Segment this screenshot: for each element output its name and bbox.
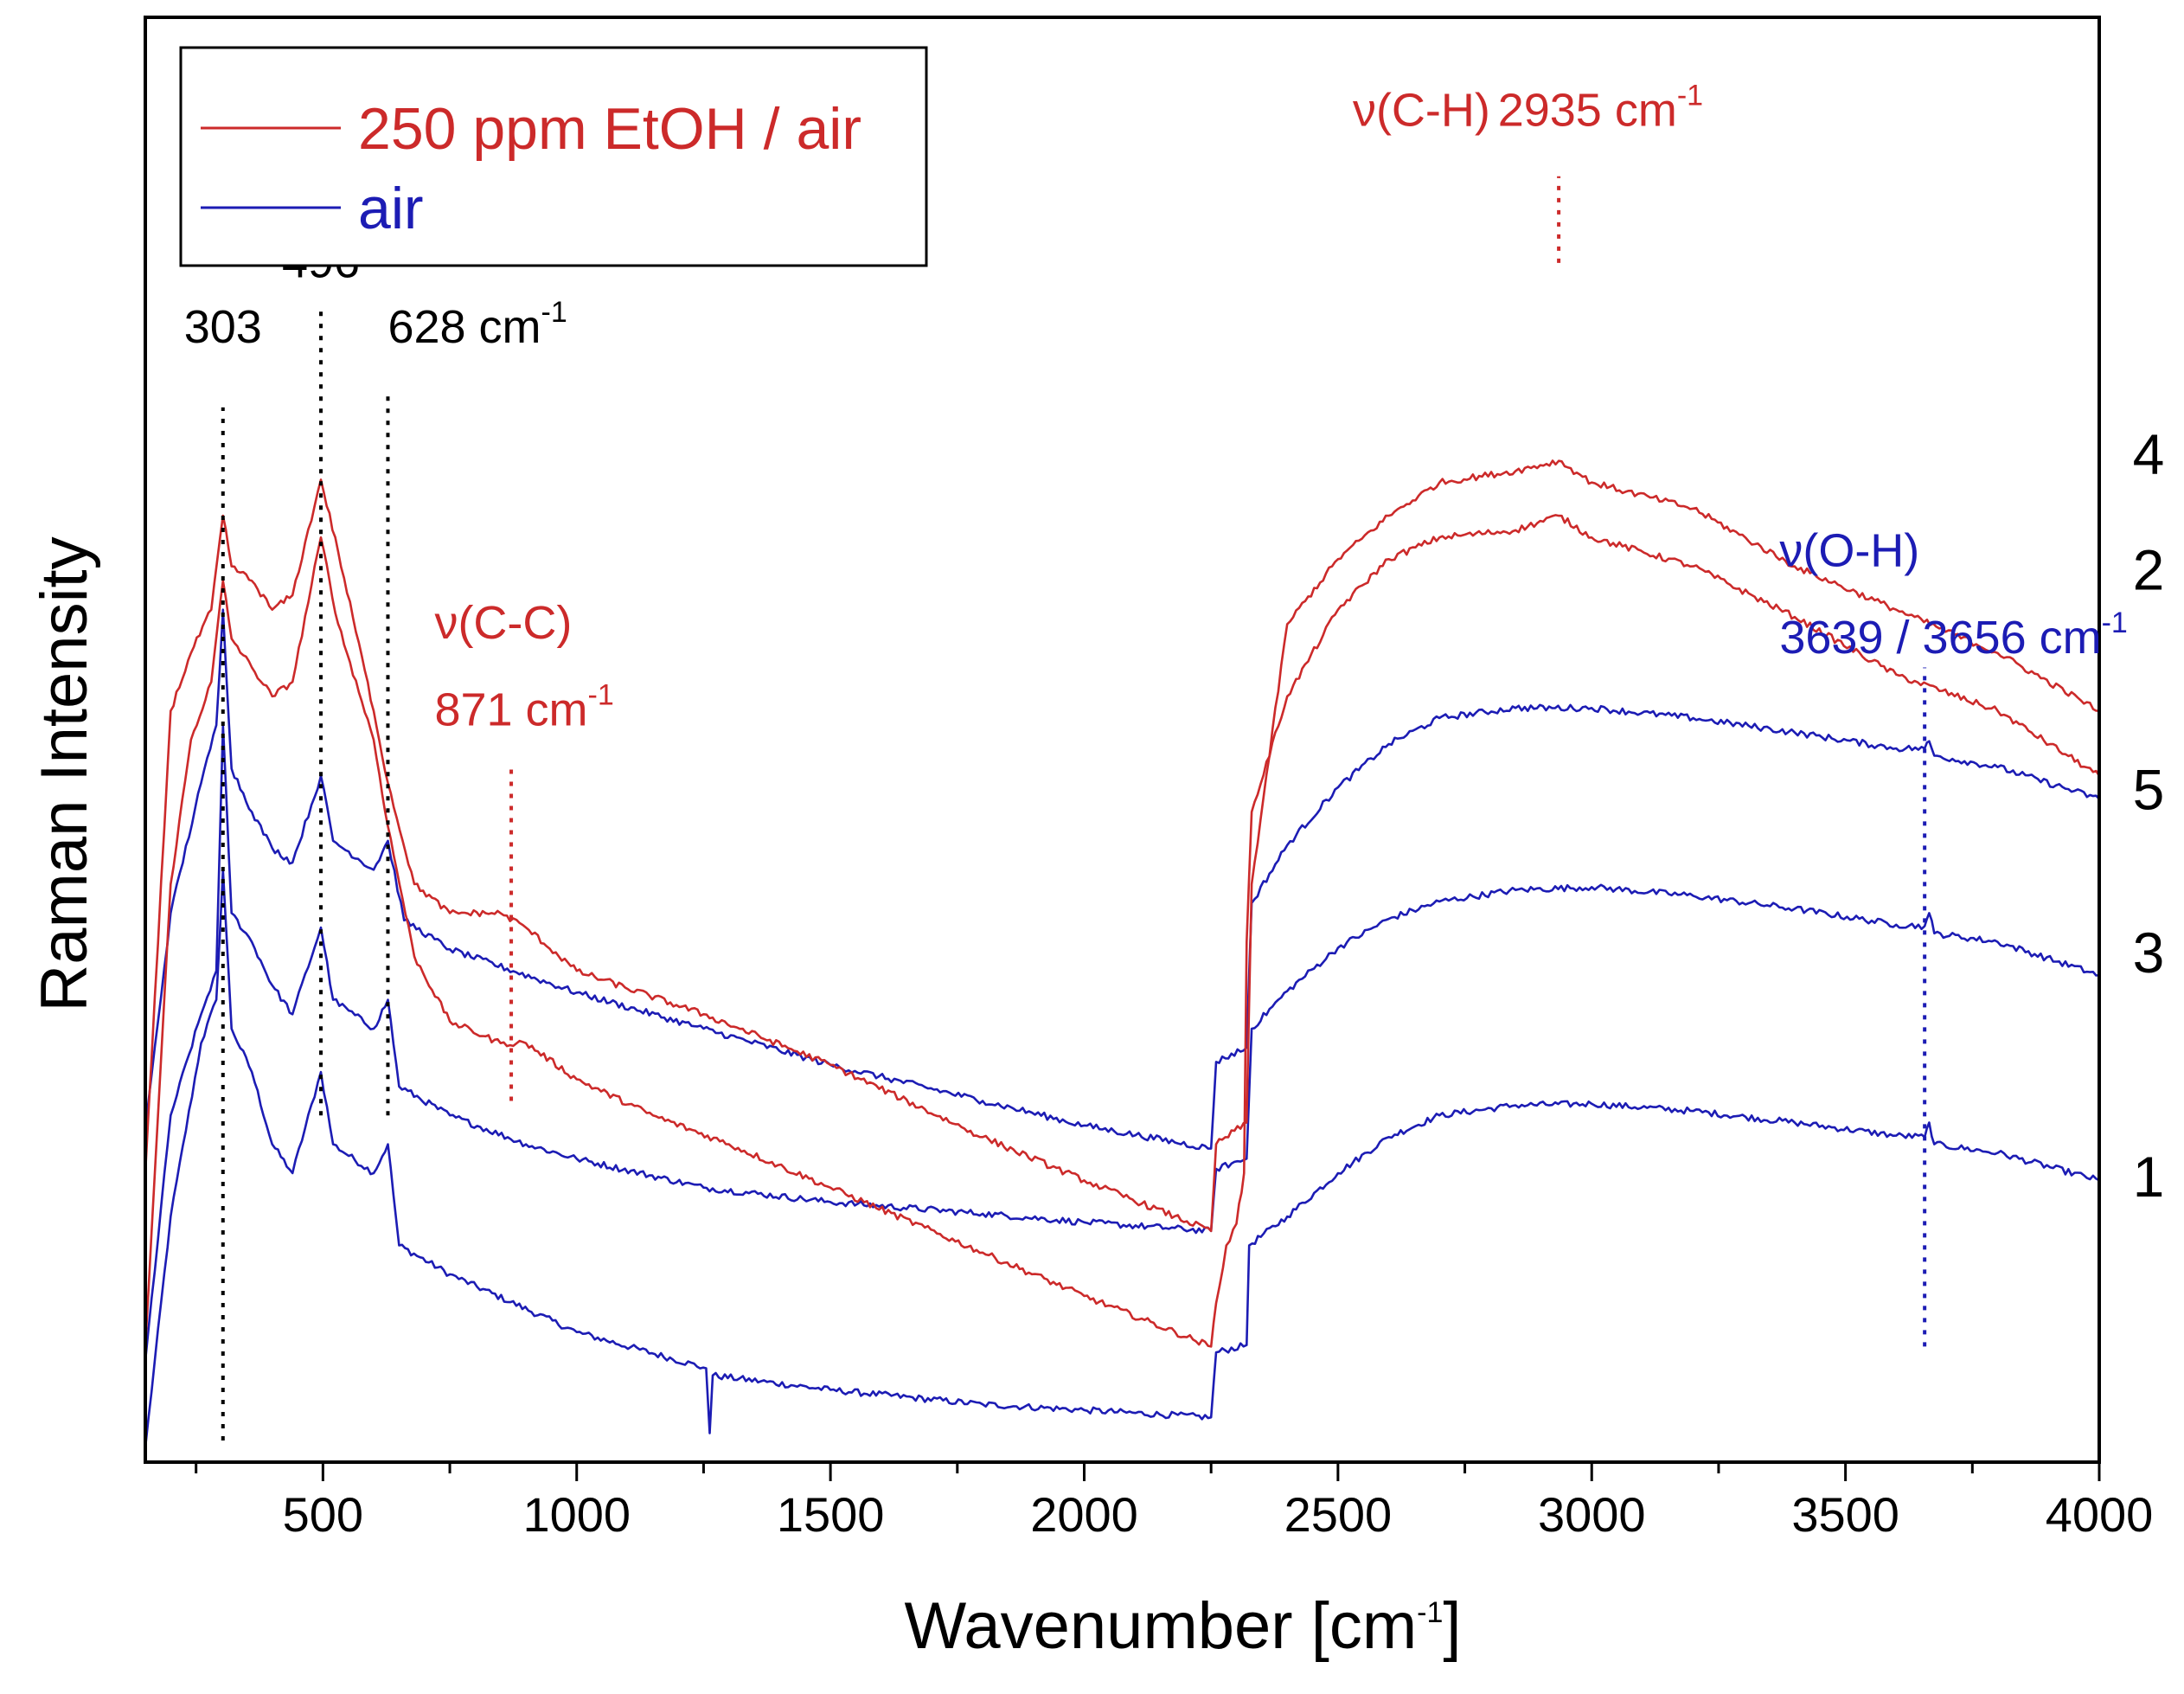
annotation-text-3: ν(C-C) [434, 597, 572, 649]
series-line-3 [144, 724, 2100, 1362]
curve-label-1: 1 [2133, 1145, 2165, 1209]
series-layer [144, 459, 2101, 1448]
x-axis: 500 1000 1500 2000 2500 3000 3500 4000 [195, 1462, 2154, 1542]
annotation-3: ν(C-C) [434, 597, 572, 649]
x-tick-label-1500: 1500 [777, 1487, 885, 1542]
legend-label-air: air [358, 176, 424, 241]
x-axis-title-sup: -1 [1417, 1596, 1443, 1629]
curve-label-4: 4 [2133, 422, 2165, 486]
annotation-sup-2: -1 [541, 296, 567, 329]
x-tick-label-3000: 3000 [1538, 1487, 1646, 1542]
legend-box [179, 46, 928, 267]
x-axis-title-main: Wavenumber [cm [904, 1589, 1417, 1663]
curve-label-layer: 1 3 5 2 4 [2133, 422, 2165, 1209]
annotation-4: 871 cm-1 [434, 678, 613, 735]
series-line-4 [144, 459, 2100, 1233]
annotation-6: 2935 cm-1 [1498, 79, 1703, 136]
curve-label-2: 2 [2133, 538, 2165, 602]
x-tick-label-2500: 2500 [1284, 1487, 1393, 1542]
legend: 250 ppm EtOH / air air [179, 46, 928, 267]
curve-label-3: 3 [2133, 921, 2165, 985]
peak-marker-layer [221, 176, 1927, 1441]
annotation-text-2: 628 cm [387, 301, 541, 353]
curve-label-5: 5 [2133, 757, 2165, 821]
annotation-7: ν(O-H) [1779, 525, 1919, 577]
annotation-0: 303 [184, 301, 262, 353]
annotation-text-4: 871 cm [434, 683, 587, 735]
x-tick-label-3500: 3500 [1791, 1487, 1899, 1542]
x-tick-label-500: 500 [283, 1487, 363, 1542]
x-tick-label-2000: 2000 [1030, 1487, 1138, 1542]
annotation-text-0: 303 [184, 301, 262, 353]
annotation-5: ν(C-H) [1353, 84, 1490, 136]
x-tick-label-1000: 1000 [522, 1487, 631, 1542]
annotation-text-6: 2935 cm [1498, 84, 1677, 136]
y-axis-title: Raman Intensity [28, 536, 101, 1011]
annotation-2: 628 cm-1 [387, 296, 567, 353]
plot-frame [144, 16, 2101, 1464]
x-axis-title-end: ] [1443, 1589, 1461, 1663]
series-line-2 [144, 514, 2101, 1348]
series-line-5 [144, 608, 2100, 1151]
x-tick-label-4000: 4000 [2046, 1487, 2154, 1542]
annotation-sup-6: -1 [1677, 79, 1703, 112]
annotation-8: 3639 / 3656 cm-1 [1779, 606, 2128, 664]
x-axis-title: Wavenumber [cm-1] [904, 1589, 1461, 1663]
annotation-layer: 303496628 cm-1ν(C-C)871 cm-1ν(C-H)2935 c… [184, 79, 2128, 735]
annotation-sup-8: -1 [2102, 606, 2128, 639]
annotation-text-5: ν(C-H) [1353, 84, 1490, 136]
annotation-sup-4: -1 [588, 678, 614, 711]
annotation-text-7: ν(O-H) [1779, 525, 1919, 577]
annotation-text-8: 3639 / 3656 cm [1779, 612, 2101, 664]
legend-label-etoh: 250 ppm EtOH / air [358, 96, 861, 162]
series-line-1 [144, 869, 2100, 1448]
